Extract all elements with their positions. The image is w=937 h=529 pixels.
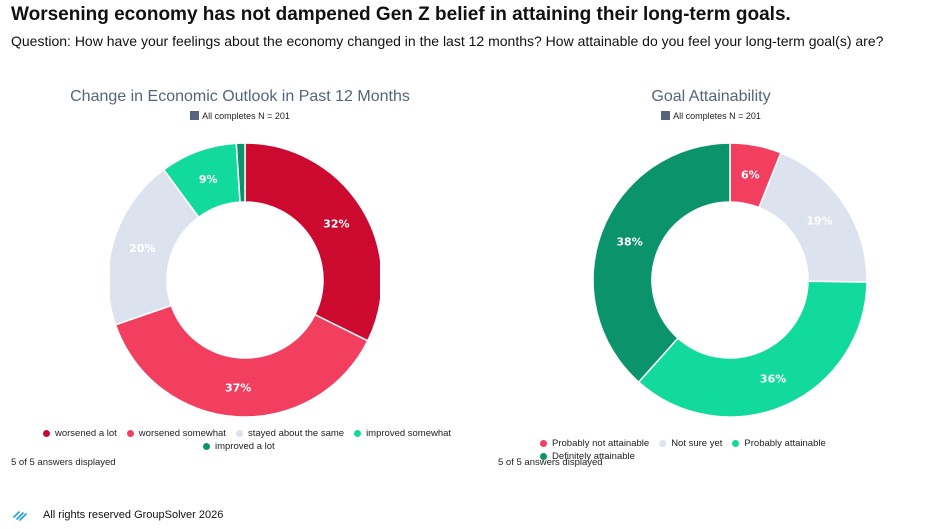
groupsolver-logo-icon [13, 511, 27, 521]
slice-worsened-somewhat [114, 304, 369, 418]
group-label: All completes N = 201 [673, 111, 761, 121]
legend-item-worsened-somewhat[interactable]: worsened somewhat [126, 428, 226, 439]
group-swatch [190, 111, 200, 120]
legend-dot [203, 443, 210, 450]
group-swatch [661, 111, 671, 120]
legend-dot [354, 430, 362, 437]
goal-attainability-panel: Goal Attainability All completes N = 201… [485, 80, 937, 480]
question-text: Question: How have your feelings about t… [11, 33, 884, 49]
headline: Worsening economy has not dampened Gen Z… [11, 4, 791, 25]
data-label-probably-not-attainable: 6% [741, 168, 760, 181]
legend-item-improved-a-lot[interactable]: improved a lot [203, 441, 275, 452]
legend-row: improved a lot [43, 441, 463, 454]
economic-outlook-panel: Change in Economic Outlook in Past 12 Mo… [0, 80, 480, 480]
legend-label: worsened a lot [55, 428, 117, 439]
chart-title: Goal Attainability [651, 88, 771, 105]
legend-label: Definitely attainable [552, 451, 635, 462]
legend-label: improved somewhat [366, 428, 452, 439]
legend-item-improved-somewhat[interactable]: improved somewhat [354, 428, 451, 439]
legend-dot [540, 453, 547, 460]
economic-outlook-donut: 32% 37% 20% 9% [110, 142, 380, 418]
slice-definitely-attainable [592, 142, 731, 384]
legend-item-definitely-attainable[interactable]: Definitely attainable [540, 451, 635, 462]
data-label-not-sure-yet: 19% [806, 214, 832, 227]
slice-improved-a-lot [235, 142, 246, 203]
group-key: All completes N = 201 [485, 111, 937, 121]
legend-dot [235, 430, 243, 437]
data-label-probably-attainable: 36% [760, 372, 786, 385]
chart-title: Change in Economic Outlook in Past 12 Mo… [70, 88, 410, 105]
copyright-text: All rights reserved GroupSolver 2026 [43, 509, 224, 521]
legend-label: worsened somewhat [138, 428, 226, 439]
footer: All rights reserved GroupSolver 2026 [12, 509, 223, 521]
data-label-definitely-attainable: 38% [616, 236, 642, 249]
legend-dot [126, 430, 134, 437]
legend-label: Probably attainable [744, 438, 826, 449]
data-label-stayed-about-the-same: 20% [129, 242, 155, 255]
legend-item-probably-attainable[interactable]: Probably attainable [732, 438, 826, 449]
answers-displayed: 5 of 5 answers displayed [498, 457, 603, 468]
slice-worsened-a-lot [244, 142, 380, 342]
answers-displayed: 5 of 5 answers displayed [11, 457, 116, 468]
data-label-worsened-somewhat: 37% [225, 381, 251, 394]
legend-label: improved a lot [215, 441, 275, 452]
legend-item-probably-not-attainable[interactable]: Probably not attainable [540, 438, 649, 449]
legend-item-not-sure-yet[interactable]: Not sure yet [659, 438, 722, 449]
legend-label: Probably not attainable [552, 438, 650, 449]
economic-outlook-legend: worsened a lot worsened somewhat stayed ab… [43, 428, 463, 454]
legend-dot [540, 440, 547, 447]
group-key: All completes N = 201 [0, 111, 480, 121]
goal-attainability-legend: Probably not attainable Not sure yet Proba… [540, 438, 937, 464]
legend-dot [43, 430, 50, 437]
legend-label: stayed about the same [247, 428, 345, 439]
group-label: All completes N = 201 [202, 111, 290, 121]
legend-dot [732, 440, 740, 447]
data-label-improved-somewhat: 9% [199, 173, 218, 186]
legend-item-stayed-about-the-same[interactable]: stayed about the same [235, 428, 345, 439]
legend-dot [659, 440, 667, 447]
legend-item-worsened-a-lot[interactable]: worsened a lot [43, 428, 117, 439]
data-label-worsened-a-lot: 32% [323, 217, 349, 230]
legend-label: Not sure yet [671, 438, 723, 449]
slice-probably-attainable [637, 280, 868, 418]
goal-attainability-donut: 6% 19% 36% 38% [592, 142, 868, 418]
